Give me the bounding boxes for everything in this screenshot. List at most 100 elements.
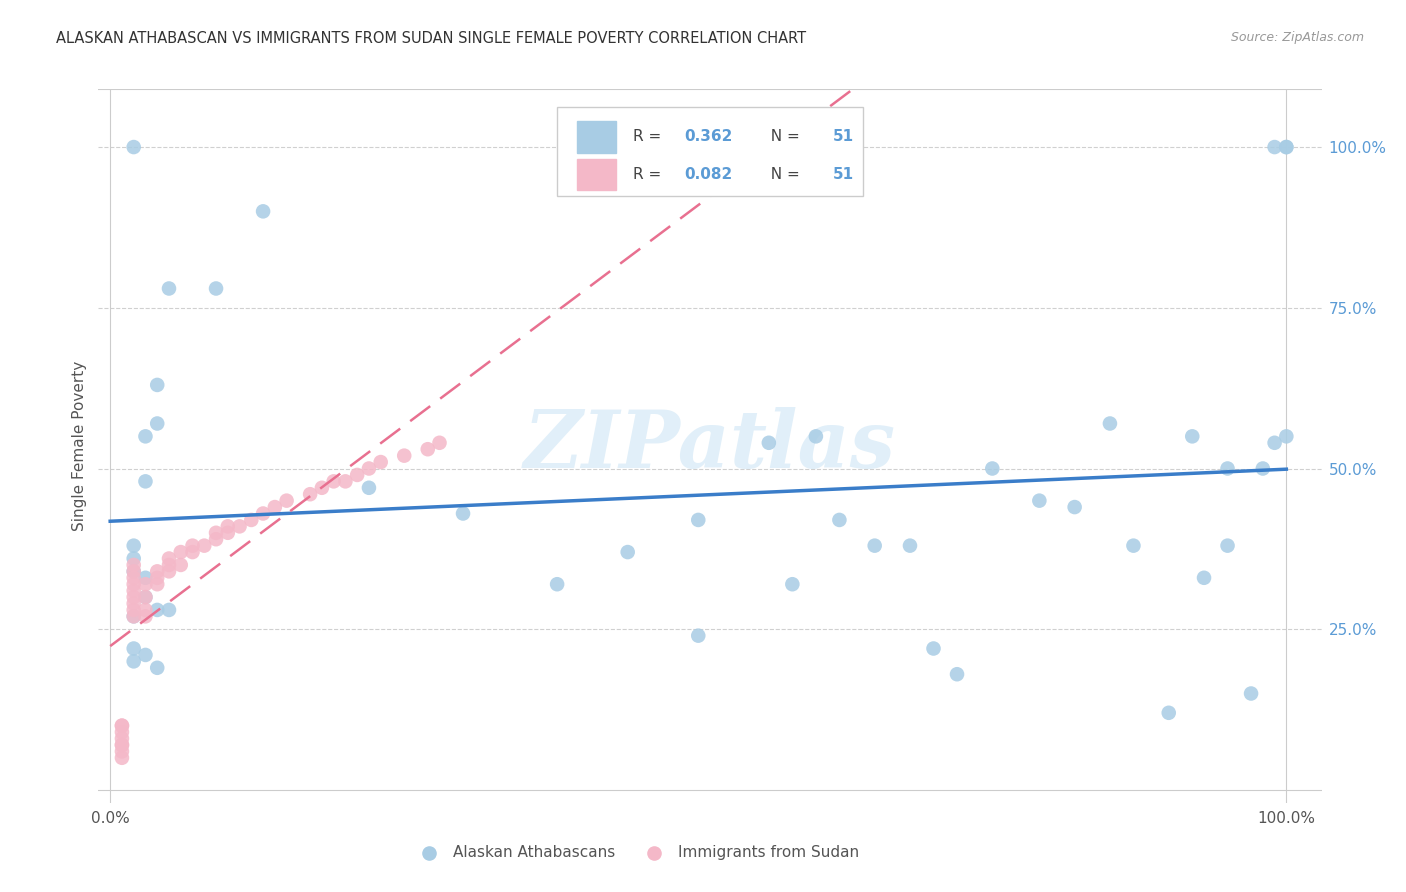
Text: ZIPatlas: ZIPatlas [524,408,896,484]
Point [898,539,921,553]
Point [946,667,969,681]
Point [205,281,228,295]
Text: 0.362: 0.362 [685,129,733,145]
Point [863,539,886,553]
Point [146,417,169,431]
Point [322,475,344,489]
Point [122,565,145,579]
Text: N =: N = [762,167,806,182]
Point [111,744,134,758]
Text: R =: R = [633,167,666,182]
Point [122,571,145,585]
Text: R =: R = [633,129,666,145]
Point [688,629,710,643]
Point [134,603,156,617]
Point [157,551,180,566]
Point [122,539,145,553]
Point [451,507,474,521]
Point [1251,461,1274,475]
Point [193,539,215,553]
Point [240,513,263,527]
Point [370,455,392,469]
Point [122,140,145,154]
Point [122,565,145,579]
Point [616,545,638,559]
Point [170,545,193,559]
Text: 0.082: 0.082 [685,167,733,182]
Point [122,577,145,591]
Point [228,519,250,533]
Point [1264,435,1286,450]
Point [311,481,333,495]
Point [1275,140,1298,154]
Point [122,654,145,668]
Point [205,525,228,540]
Point [1216,539,1239,553]
Point [170,558,193,572]
Point [804,429,827,443]
Point [111,738,134,752]
Point [335,475,357,489]
Point [1216,461,1239,475]
Point [181,539,204,553]
Point [357,481,380,495]
Point [546,577,568,591]
Y-axis label: Single Female Poverty: Single Female Poverty [72,361,87,531]
Point [1192,571,1215,585]
Text: 51: 51 [832,129,853,145]
Point [782,577,804,591]
Point [1098,417,1121,431]
Point [1240,686,1263,700]
Point [134,429,156,443]
Point [122,551,145,566]
Point [252,204,274,219]
FancyBboxPatch shape [576,121,616,153]
FancyBboxPatch shape [576,159,616,190]
Legend: Alaskan Athabascans, Immigrants from Sudan: Alaskan Athabascans, Immigrants from Sud… [408,839,866,866]
Point [122,603,145,617]
Point [217,519,239,533]
Point [146,603,169,617]
Point [146,378,169,392]
Point [146,565,169,579]
Point [392,449,416,463]
Point [157,558,180,572]
Point [157,603,180,617]
Point [346,467,368,482]
Point [1181,429,1204,443]
Point [134,475,156,489]
Point [111,719,134,733]
Point [1157,706,1180,720]
Point [252,507,274,521]
Point [111,731,134,746]
Point [134,609,156,624]
Point [134,648,156,662]
Point [134,590,156,604]
Point [1275,140,1298,154]
Point [758,435,780,450]
Point [122,558,145,572]
Point [111,725,134,739]
Point [922,641,945,656]
Point [429,435,451,450]
Point [1264,140,1286,154]
Point [134,590,156,604]
Point [357,461,380,475]
Point [205,533,228,547]
Point [111,719,134,733]
Text: N =: N = [762,129,806,145]
Point [181,545,204,559]
Point [217,525,239,540]
Point [134,571,156,585]
Text: Source: ZipAtlas.com: Source: ZipAtlas.com [1230,31,1364,45]
Point [122,609,145,624]
Point [122,641,145,656]
FancyBboxPatch shape [557,107,863,196]
Point [1122,539,1144,553]
Text: 51: 51 [832,167,853,182]
Point [122,609,145,624]
Point [276,493,298,508]
Point [157,281,180,295]
Point [157,565,180,579]
Point [146,571,169,585]
